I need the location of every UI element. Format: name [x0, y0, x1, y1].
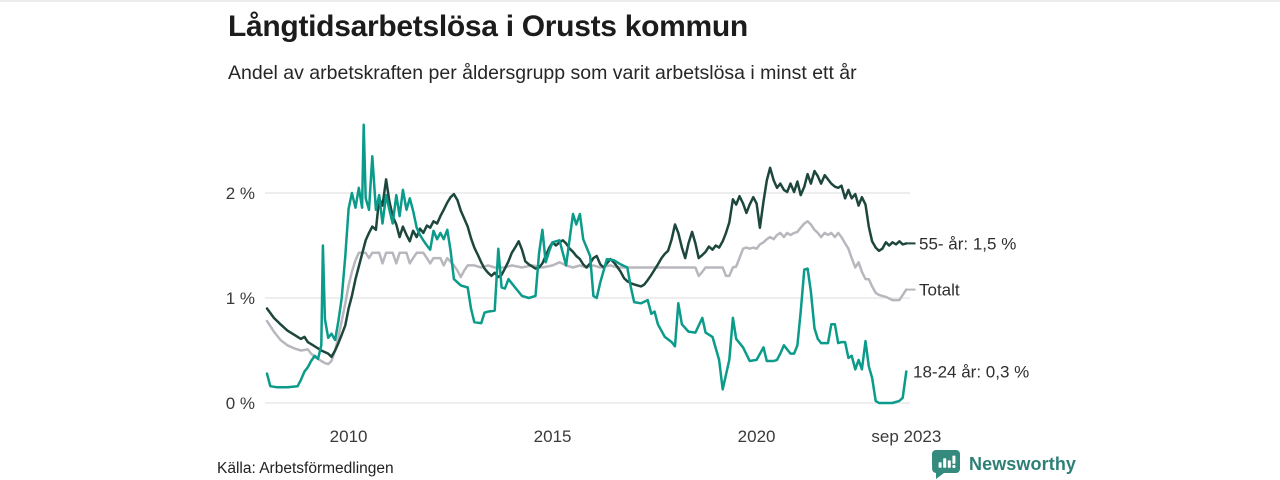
chart-subtitle: Andel av arbetskraften per åldersgrupp s…: [228, 62, 857, 84]
page-title: Långtidsarbetslösa i Orusts kommun: [228, 10, 748, 43]
series-label: Totalt: [919, 281, 960, 300]
y-axis-tick-label: 2 %: [226, 184, 255, 203]
series-line: [265, 166, 908, 359]
y-axis-tick-label: 1 %: [226, 289, 255, 308]
x-axis-tick-label: sep 2023: [871, 427, 941, 446]
source-note: Källa: Arbetsförmedlingen: [217, 460, 394, 477]
y-axis-tick-label: 0 %: [226, 394, 255, 413]
series-label: 18-24 år: 0,3 %: [913, 363, 1029, 382]
x-axis-tick-label: 2015: [534, 427, 572, 446]
newsworthy-logo[interactable]: Newsworthy: [931, 448, 1076, 480]
series-label: 55- år: 1,5 %: [919, 234, 1016, 253]
series-line: [265, 123, 908, 405]
brand-name: Newsworthy: [969, 453, 1077, 474]
x-axis-tick-label: 2010: [330, 427, 368, 446]
x-axis-tick-label: 2020: [738, 427, 776, 446]
newsworthy-icon: [932, 450, 960, 479]
